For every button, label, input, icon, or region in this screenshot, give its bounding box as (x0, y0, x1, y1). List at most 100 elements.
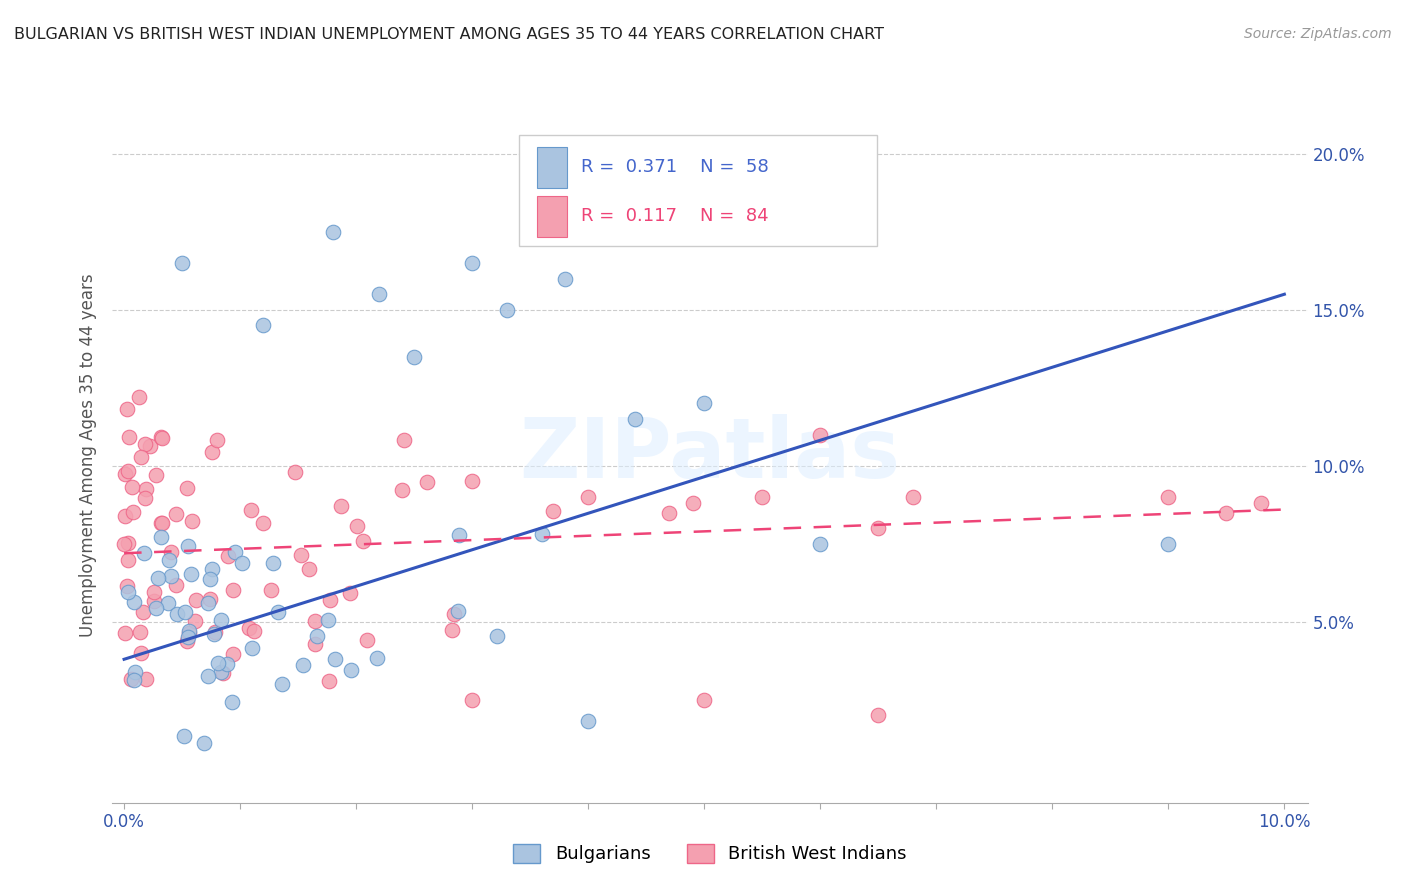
Point (751, 490, 773, 504)
Text: R =  0.117    N =  84: R = 0.117 N = 84 (581, 208, 769, 226)
Point (267, 605, 290, 619)
Point (252, 318, 274, 333)
Point (322, 225, 344, 239)
Point (120, 672, 142, 686)
Point (156, 596, 179, 610)
FancyBboxPatch shape (519, 135, 877, 246)
Point (658, 506, 681, 520)
Point (143, 593, 166, 607)
Point (209, 665, 232, 679)
Point (150, 516, 173, 530)
Point (240, 640, 263, 655)
Point (440, 623, 463, 637)
Point (186, 593, 208, 607)
Point (352, 533, 374, 548)
Point (222, 582, 245, 597)
Point (114, 626, 136, 640)
Point (1157, 537, 1180, 551)
Point (238, 621, 260, 635)
Point (298, 562, 321, 576)
Point (198, 572, 221, 586)
Point (204, 626, 226, 640)
Point (329, 499, 352, 513)
Point (149, 530, 172, 544)
Point (176, 481, 198, 495)
Point (530, 526, 553, 541)
Point (447, 603, 470, 617)
Point (404, 350, 426, 364)
Point (177, 624, 200, 638)
Point (177, 626, 200, 640)
Point (217, 549, 239, 563)
Point (173, 729, 195, 743)
Point (197, 596, 219, 610)
Point (166, 607, 188, 622)
Point (394, 434, 416, 448)
Point (260, 583, 283, 598)
Point (1157, 490, 1180, 504)
Point (118, 430, 141, 444)
Point (316, 613, 339, 627)
Point (121, 480, 143, 494)
Point (114, 508, 136, 523)
Point (128, 391, 150, 405)
Point (129, 624, 152, 639)
Text: BULGARIAN VS BRITISH WEST INDIAN UNEMPLOYMENT AMONG AGES 35 TO 44 YEARS CORRELAT: BULGARIAN VS BRITISH WEST INDIAN UNEMPLO… (14, 27, 884, 42)
Point (221, 647, 243, 661)
Point (117, 464, 139, 478)
Point (339, 585, 361, 599)
Point (461, 475, 484, 489)
Point (145, 467, 167, 482)
Point (693, 396, 716, 410)
Point (165, 507, 187, 521)
Point (576, 490, 599, 504)
Point (117, 536, 139, 550)
Point (391, 483, 413, 498)
Point (340, 663, 363, 677)
Point (184, 614, 207, 628)
Point (117, 553, 139, 567)
Point (901, 490, 924, 504)
Point (868, 521, 890, 535)
Point (207, 656, 229, 670)
Point (447, 528, 470, 542)
Point (134, 437, 156, 451)
Point (114, 467, 136, 482)
Point (121, 505, 143, 519)
Point (173, 606, 195, 620)
Point (205, 434, 228, 448)
Point (132, 546, 155, 560)
Point (146, 571, 169, 585)
Point (176, 634, 198, 648)
Point (115, 579, 138, 593)
Point (122, 595, 145, 609)
Point (180, 514, 202, 528)
Point (541, 504, 564, 518)
Point (112, 537, 135, 551)
Y-axis label: Unemployment Among Ages 35 to 44 years: Unemployment Among Ages 35 to 44 years (79, 273, 97, 637)
Legend: Bulgarians, British West Indians: Bulgarians, British West Indians (513, 844, 907, 863)
Point (204, 625, 226, 640)
Point (201, 444, 224, 458)
Point (496, 302, 519, 317)
Point (682, 496, 704, 510)
Point (217, 657, 239, 671)
Point (134, 491, 156, 505)
Point (242, 624, 264, 639)
Point (212, 666, 235, 681)
Point (368, 287, 391, 301)
Point (443, 607, 465, 621)
Point (180, 566, 202, 581)
Point (149, 430, 172, 444)
Point (461, 693, 484, 707)
Point (193, 736, 215, 750)
Text: R =  0.371    N =  58: R = 0.371 N = 58 (581, 159, 769, 177)
Point (323, 651, 346, 665)
Point (152, 516, 174, 531)
Point (346, 519, 368, 533)
Point (461, 256, 484, 270)
Point (221, 695, 243, 709)
Point (135, 482, 157, 496)
Point (150, 431, 173, 445)
Point (176, 631, 198, 645)
